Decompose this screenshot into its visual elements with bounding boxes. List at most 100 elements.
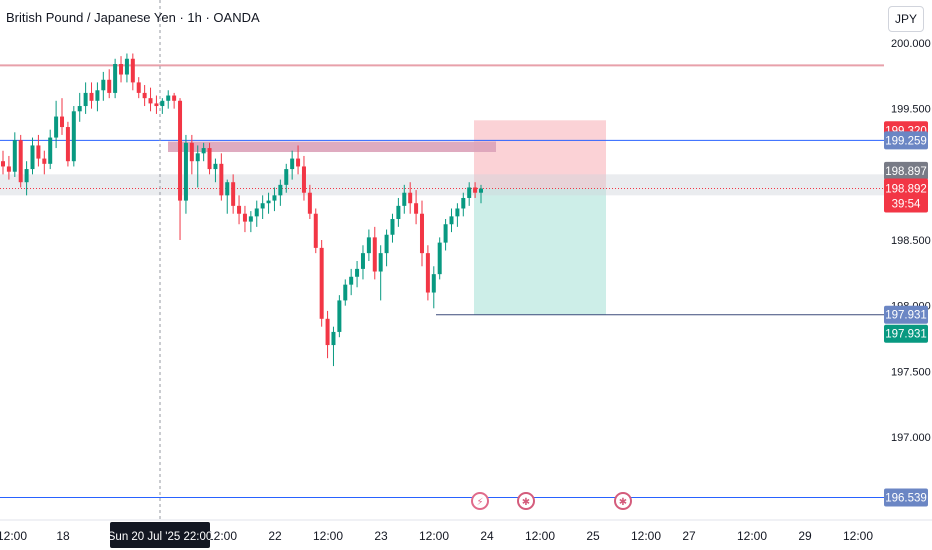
candle[interactable] [119, 56, 124, 83]
uk-flag-event-icon[interactable]: ✱ [517, 492, 535, 510]
candle[interactable] [201, 142, 206, 162]
candle[interactable] [419, 200, 424, 267]
candle[interactable] [178, 98, 183, 240]
candle[interactable] [372, 226, 377, 280]
candle[interactable] [225, 179, 230, 214]
symbol-title[interactable]: British Pound / Japanese Yen · 1h · OAND… [6, 10, 260, 25]
candle[interactable] [71, 106, 76, 167]
candle[interactable] [12, 132, 17, 177]
candle[interactable] [142, 85, 147, 107]
candle[interactable] [18, 134, 23, 188]
uk-flag-event-icon[interactable]: ✱ [614, 492, 632, 510]
supply-zone[interactable] [168, 141, 496, 153]
candle[interactable] [183, 134, 188, 214]
candle[interactable] [408, 182, 413, 214]
candle[interactable] [414, 190, 419, 225]
lightning-event-icon[interactable]: ⚡ [471, 492, 489, 510]
candle[interactable] [207, 142, 212, 175]
candle[interactable] [402, 184, 407, 214]
candle[interactable] [343, 279, 348, 306]
take-profit-zone[interactable] [474, 188, 606, 315]
candle[interactable] [36, 134, 41, 167]
time-axis[interactable]: 12:00 18 12:00 22 12:00 23 12:00 24 12:00 25 12:00… [0, 519, 932, 548]
candle[interactable] [189, 134, 194, 175]
candle[interactable] [254, 200, 259, 227]
candle[interactable] [65, 121, 70, 167]
time-tick-label: 12:00 [525, 529, 555, 543]
candle[interactable] [107, 69, 112, 99]
candle[interactable] [1, 150, 5, 175]
support-price-label: 196.539 [884, 488, 928, 507]
candle[interactable] [130, 53, 135, 91]
candle[interactable] [83, 82, 88, 114]
candle[interactable] [349, 268, 354, 296]
candle[interactable] [337, 295, 342, 338]
candle[interactable] [390, 213, 395, 243]
candle[interactable] [231, 174, 236, 214]
candle[interactable] [124, 53, 129, 83]
time-tick-label: 12:00 [419, 529, 449, 543]
candle[interactable] [48, 129, 53, 170]
candle[interactable] [331, 326, 336, 367]
time-tick-label: 24 [480, 529, 494, 543]
candle[interactable] [248, 211, 253, 233]
candle[interactable] [313, 208, 318, 254]
candle[interactable] [219, 153, 224, 201]
candle[interactable] [113, 58, 118, 99]
candle[interactable] [266, 192, 271, 214]
candle[interactable] [396, 197, 401, 227]
candle[interactable] [296, 145, 301, 175]
currency-button[interactable]: JPY [888, 6, 924, 32]
candle[interactable] [260, 195, 265, 219]
candle[interactable] [77, 92, 82, 122]
candle[interactable] [160, 98, 165, 114]
candle[interactable] [30, 137, 35, 175]
candle[interactable] [431, 266, 436, 309]
candle[interactable] [290, 150, 295, 180]
candle[interactable] [136, 77, 141, 99]
candle[interactable] [89, 82, 94, 109]
candle[interactable] [172, 92, 177, 109]
candle[interactable] [166, 90, 171, 109]
candle[interactable] [443, 218, 448, 251]
candle[interactable] [148, 87, 153, 112]
candle[interactable] [284, 163, 289, 193]
candle[interactable] [60, 98, 65, 135]
candle[interactable] [154, 95, 159, 114]
candle[interactable] [378, 245, 383, 301]
price-axis[interactable]: 200.000199.500198.500198.000197.500197.0… [884, 0, 932, 520]
candle[interactable] [24, 161, 29, 196]
candle[interactable] [242, 205, 247, 233]
candle[interactable] [473, 182, 478, 198]
target-price-label-2: 197.931 [884, 324, 928, 343]
candle[interactable] [425, 245, 430, 301]
current-price-band [0, 174, 884, 196]
candle[interactable] [467, 182, 472, 206]
candle[interactable] [384, 229, 389, 267]
candle[interactable] [455, 203, 460, 227]
candle[interactable] [449, 208, 454, 233]
candle[interactable] [461, 192, 466, 217]
candle[interactable] [479, 184, 483, 204]
candle[interactable] [437, 237, 442, 280]
stop-loss-zone[interactable] [474, 120, 606, 189]
candle[interactable] [301, 155, 306, 201]
candle[interactable] [355, 261, 360, 288]
candle[interactable] [360, 245, 365, 280]
candle[interactable] [272, 187, 277, 212]
candle[interactable] [278, 179, 283, 206]
candle[interactable] [6, 155, 11, 180]
candle[interactable] [195, 145, 200, 188]
candle[interactable] [42, 150, 47, 175]
candle[interactable] [95, 82, 100, 112]
candle[interactable] [325, 310, 330, 359]
candle[interactable] [101, 71, 106, 101]
price-labels: 199.320199.259198.897198.89239:54197.931… [884, 121, 928, 507]
candle[interactable] [237, 195, 242, 225]
candle[interactable] [366, 229, 371, 262]
candle[interactable] [54, 100, 59, 149]
candle[interactable] [319, 240, 324, 327]
candle[interactable] [307, 184, 312, 219]
candle[interactable] [213, 158, 218, 183]
